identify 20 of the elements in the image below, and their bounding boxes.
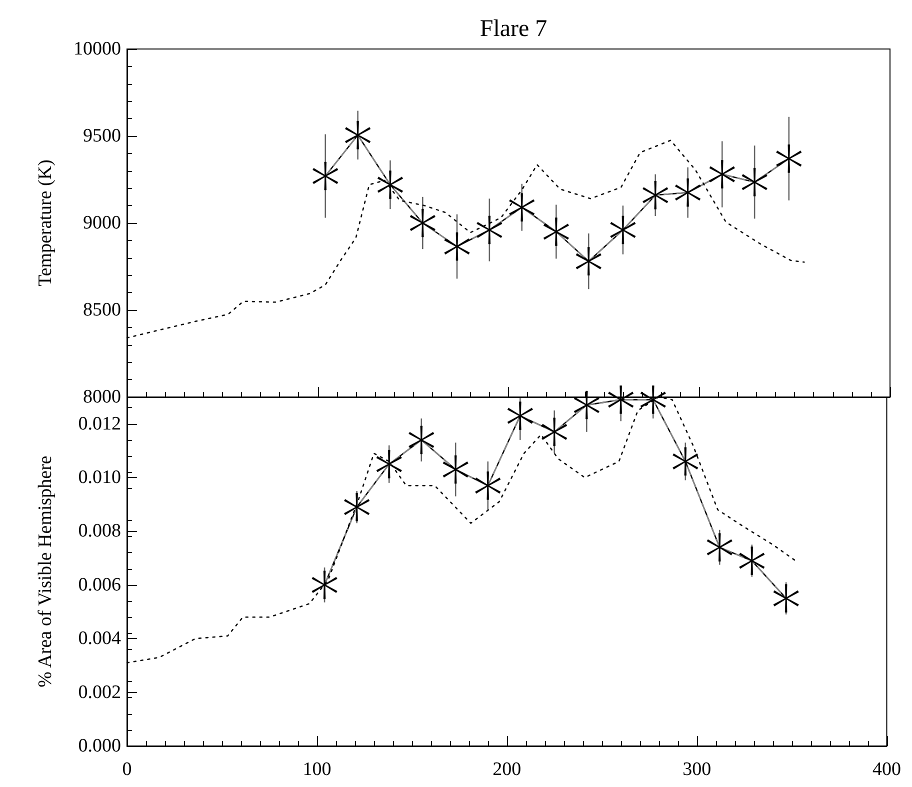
y-tick-label: 8500 <box>83 300 121 320</box>
y-tick-label: 0.008 <box>78 520 121 542</box>
x-tick-label: 400 <box>872 759 901 780</box>
x-tick-label: 0 <box>122 759 132 780</box>
y-tick-label: 9000 <box>83 212 121 234</box>
x-tick-label: 100 <box>302 759 332 780</box>
y-tick-label: 8000 <box>83 386 121 408</box>
y-tick-label: 0.002 <box>78 682 121 703</box>
y-tick-label: 9500 <box>83 126 121 146</box>
y-tick-label: 0.012 <box>78 413 121 434</box>
x-tick-label: 200 <box>492 759 522 780</box>
y-tick-label: 0.000 <box>78 736 121 756</box>
y-tick-label: 0.006 <box>78 574 121 596</box>
chart-title: Flare 7 <box>480 16 548 42</box>
x-tick-label: 300 <box>682 759 712 780</box>
y-tick-label: 0.004 <box>78 628 122 650</box>
y-axis-title: Temperature (K) <box>35 160 56 286</box>
y-axis-title: % Area of Visible Hemisphere <box>35 456 56 688</box>
y-tick-label: 10000 <box>74 38 121 60</box>
y-tick-label: 0.010 <box>78 467 121 488</box>
